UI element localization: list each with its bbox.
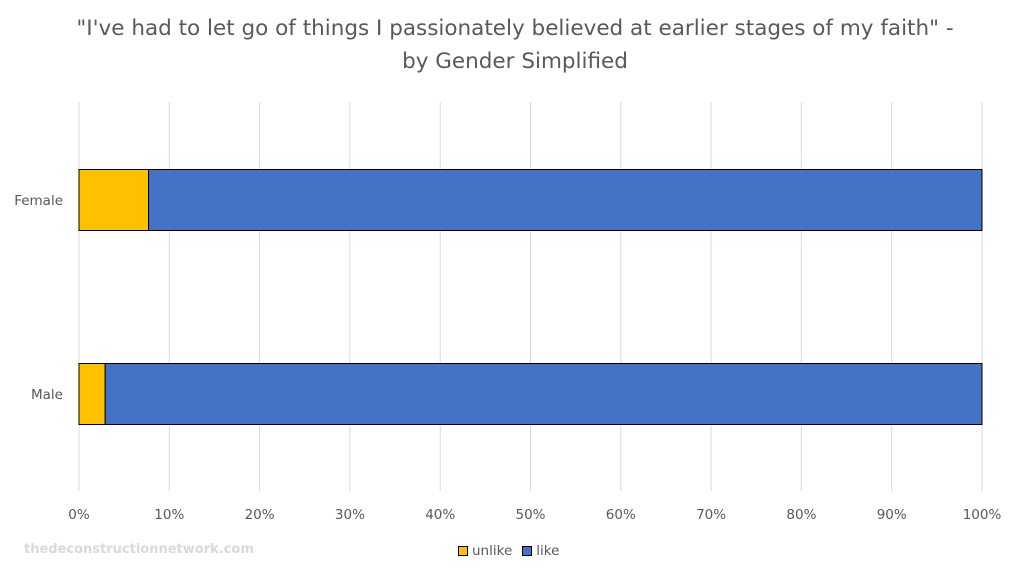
bar-like-male [104,363,983,425]
legend-item-unlike: unlike [458,543,512,559]
x-tick-label: 0% [68,507,90,523]
x-tick-label: 30% [335,507,365,523]
legend-label-unlike: unlike [472,543,513,559]
x-tick-label: 70% [696,507,726,523]
category-label-male: Male [31,387,63,403]
x-tick-label: 90% [877,507,907,523]
category-labels: Female Male [14,193,63,403]
x-tick-label: 40% [425,507,455,523]
legend-swatch-unlike [458,546,468,556]
category-label-female: Female [14,193,63,209]
x-tick-label: 60% [606,507,636,523]
x-tick-labels: 0% 10% 20% 30% 40% 50% 60% 70% 80% 90% 100% [68,507,1001,523]
x-tick-label: 20% [245,507,275,523]
x-tick-label: 100% [963,507,1002,523]
x-tick-label: 80% [786,507,816,523]
legend-swatch-like [522,546,533,556]
chart-title: "I've had to let go of things I passiona… [76,16,954,74]
bar-like-female [148,169,983,231]
legend: unlike like [458,543,569,559]
bar-unlike-female [78,169,150,231]
watermark: thedeconstructionnetwork.com [24,542,254,557]
bar-unlike-male [78,363,106,425]
x-tick-label: 10% [154,507,184,523]
legend-label-like: like [536,543,560,559]
legend-item-like: like [522,543,559,559]
grid-lines [78,102,983,491]
bars [78,169,983,425]
x-tick-label: 50% [515,507,545,523]
